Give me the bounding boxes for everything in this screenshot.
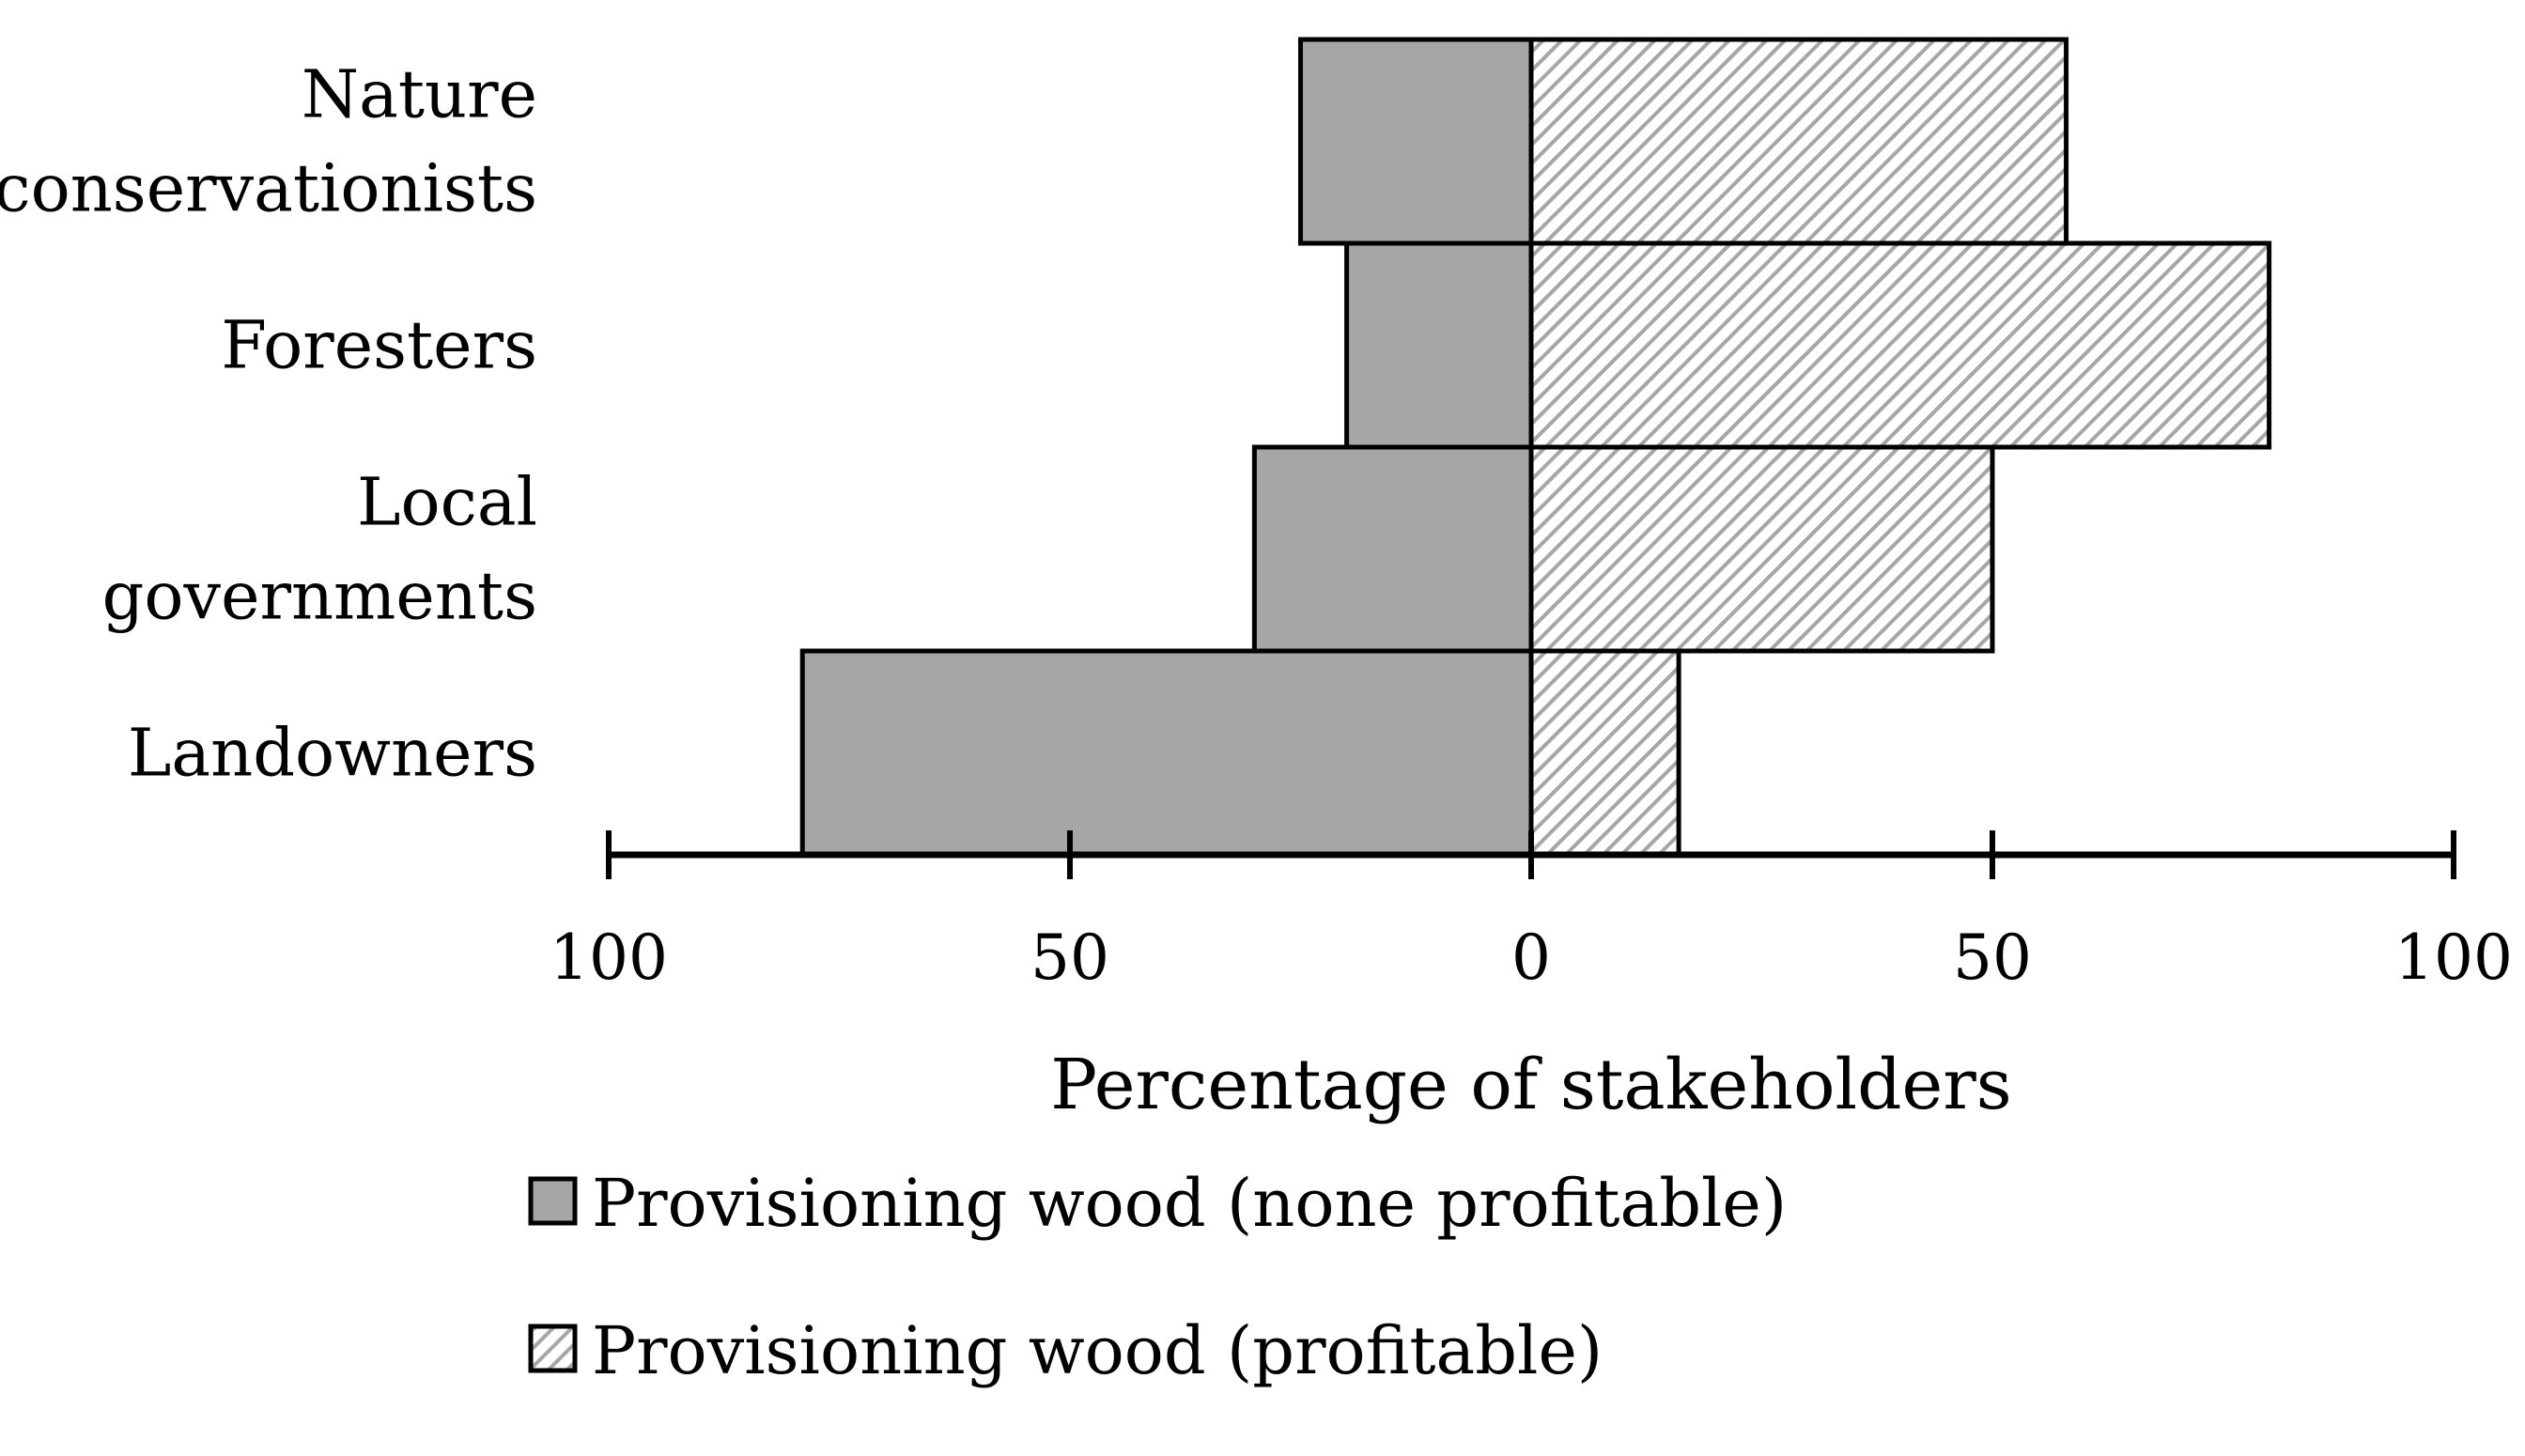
bar-none-profitable <box>1344 240 1534 450</box>
legend-swatch <box>528 1324 578 1373</box>
category-label: Local <box>357 464 537 541</box>
bar-profitable <box>1528 37 2069 246</box>
category-label: Foresters <box>221 307 537 384</box>
bar-none-profitable <box>1251 444 1534 654</box>
x-axis-label: Percentage of stakeholders <box>1050 1045 2011 1125</box>
legend-swatch <box>528 1176 578 1226</box>
bar-profitable <box>1528 444 1995 654</box>
category-label: Landowners <box>128 715 537 792</box>
x-tick-label: 100 <box>2394 922 2513 994</box>
category-label: governments <box>102 558 537 635</box>
category-labels: Nature conservationists Foresters Local gove… <box>0 56 537 792</box>
x-tick-label: 0 <box>1511 922 1551 994</box>
category-label: Nature <box>302 56 537 133</box>
legend-label: Provisioning wood (profitable) <box>592 1312 1603 1389</box>
x-axis: 100 50 0 50 100 <box>550 830 2513 994</box>
x-tick-label: 100 <box>550 922 668 994</box>
legend-label: Provisioning wood (none profitable) <box>592 1165 1787 1242</box>
bar-profitable <box>1528 648 1681 858</box>
bar-profitable <box>1528 240 2272 450</box>
bars-group <box>799 37 2272 858</box>
x-tick-label: 50 <box>1953 922 2032 994</box>
bar-none-profitable <box>1298 37 1534 246</box>
bar-none-profitable <box>799 648 1534 858</box>
category-label: conservationists <box>0 150 537 227</box>
legend: Provisioning wood (none profitable) Provi… <box>528 1165 1787 1389</box>
x-tick-label: 50 <box>1030 922 1109 994</box>
